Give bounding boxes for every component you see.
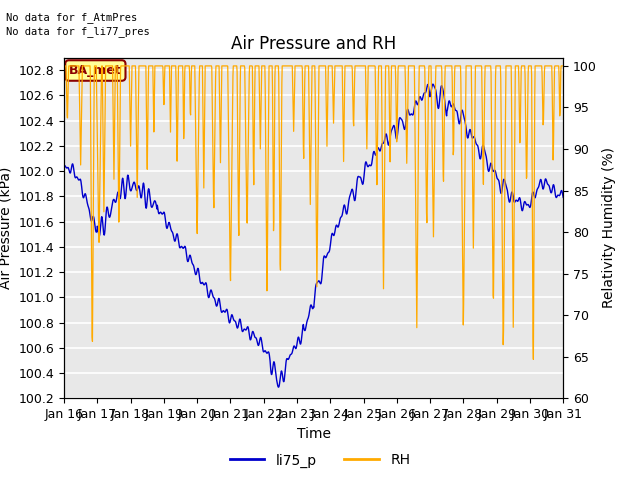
li75_p xyxy=(171,238,179,244)
Title: Air Pressure and RH: Air Pressure and RH xyxy=(231,35,396,53)
Legend: li75_p, RH: li75_p, RH xyxy=(224,448,416,473)
li75_p xyxy=(60,166,68,172)
RH xyxy=(500,290,508,296)
RH xyxy=(227,249,235,254)
li75_p xyxy=(500,177,508,183)
RH xyxy=(456,63,463,69)
X-axis label: Time: Time xyxy=(296,427,331,441)
RH xyxy=(559,63,567,69)
li75_p xyxy=(457,115,465,121)
RH xyxy=(529,357,537,362)
RH xyxy=(159,64,166,70)
li75_p xyxy=(559,194,567,200)
li75_p xyxy=(159,211,166,216)
li75_p xyxy=(429,81,436,87)
Line: RH: RH xyxy=(64,66,563,360)
Line: li75_p: li75_p xyxy=(64,84,563,387)
Text: No data for f_li77_pres: No data for f_li77_pres xyxy=(6,26,150,37)
li75_p xyxy=(391,127,399,132)
Text: No data for f_AtmPres: No data for f_AtmPres xyxy=(6,12,138,23)
Y-axis label: Relativity Humidity (%): Relativity Humidity (%) xyxy=(602,147,616,309)
RH xyxy=(171,63,179,69)
li75_p xyxy=(275,384,282,390)
RH xyxy=(60,63,68,69)
Y-axis label: Air Pressure (kPa): Air Pressure (kPa) xyxy=(0,167,13,289)
RH xyxy=(391,63,399,69)
Text: BA_met: BA_met xyxy=(69,64,122,77)
li75_p xyxy=(227,315,235,321)
